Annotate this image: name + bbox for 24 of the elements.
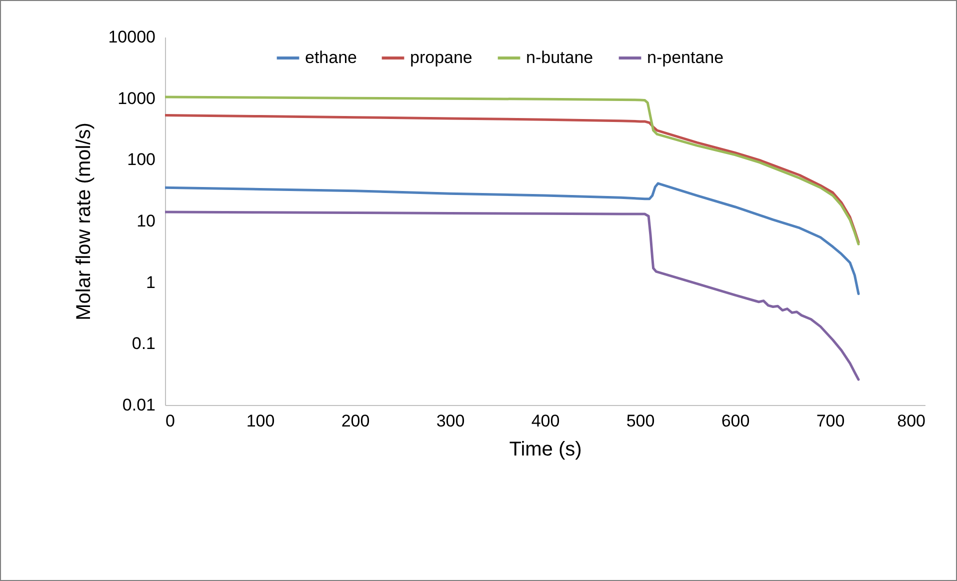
x-tick-label: 500 [626,412,655,430]
y-tick-label: 100 [127,150,156,170]
legend-label: n-butane [526,48,594,67]
x-tick-label: 0 [166,412,175,430]
legend-label: ethane [305,48,357,67]
x-tick-label: 100 [246,412,275,430]
y-tick-label: 0.1 [132,334,156,354]
x-tick-label: 400 [531,412,560,430]
line-series [165,210,860,381]
y-axis-title: Molar flow rate (mol/s) [73,122,96,320]
y-tick-label: 1000 [118,88,156,108]
line-series [165,182,860,296]
legend-label: n-pentane [647,48,724,67]
x-tick-label: 600 [721,412,750,430]
y-tick-label: 10 [136,212,156,230]
x-tick-label: 700 [816,412,845,430]
y-tick-label: 0.01 [122,396,156,414]
x-tick-label: 300 [436,412,465,430]
legend-label: propane [410,48,472,67]
x-axis-title: Time (s) [509,438,582,460]
x-tick-label: 200 [341,412,370,430]
y-tick-label: 10000 [108,28,156,46]
x-tick-label: 800 [897,412,926,430]
y-tick-label: 1 [146,272,156,292]
